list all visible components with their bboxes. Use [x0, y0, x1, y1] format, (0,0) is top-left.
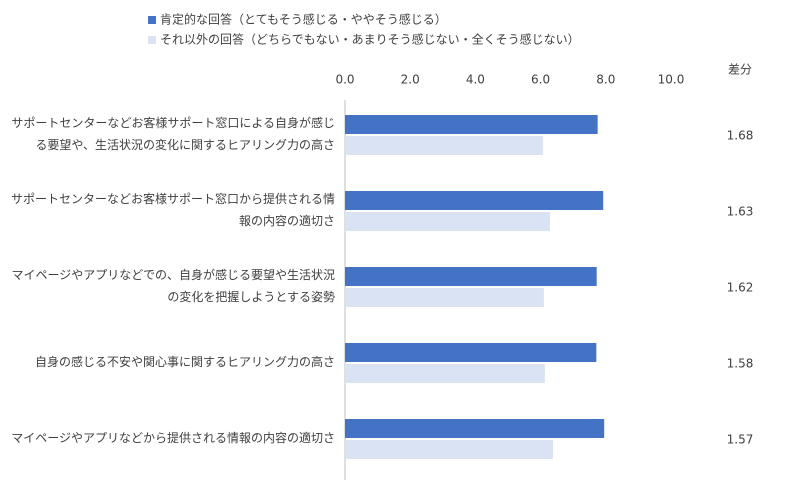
difference-label: 1.68: [727, 129, 754, 143]
x-tick-label: 10.0: [658, 73, 685, 87]
bar: [345, 267, 597, 286]
x-tick-label: 0.0: [335, 73, 354, 87]
difference-label: 1.57: [727, 433, 754, 447]
category-label: サポートセンターなどお客様サポート窓口から提供される情報の内容の適切さ: [10, 192, 335, 228]
legend-swatch: [148, 16, 156, 24]
bar: [345, 364, 545, 383]
x-tick-label: 4.0: [466, 73, 485, 87]
bar: [345, 440, 553, 459]
legend-label: それ以外の回答（どちらでもない・あまりそう感じない・全くそう感じない）: [160, 32, 580, 47]
category-label: マイページやアプリなどから提供される情報の内容の適切さ: [11, 431, 335, 445]
bar: [345, 212, 551, 231]
x-tick-label: 8.0: [596, 73, 615, 87]
bar: [345, 136, 543, 155]
legend-swatch: [148, 36, 156, 44]
bar: [345, 115, 598, 134]
bar: [345, 191, 604, 210]
difference-label: 1.58: [727, 357, 754, 371]
x-tick-label: 6.0: [531, 73, 550, 87]
x-tick-label: 2.0: [401, 73, 420, 87]
legend-label: 肯定的な回答（とてもそう感じる・ややそう感じる）: [160, 12, 447, 27]
category-label: 自身の感じる不安や関心事に関するヒアリング力の高さ: [34, 355, 335, 369]
difference-label: 1.63: [727, 205, 754, 219]
bar: [345, 419, 605, 438]
bar: [345, 288, 544, 307]
category-label: サポートセンターなどお客様サポート窓口による自身が感じる要望や、生活状況の変化に…: [11, 116, 335, 152]
bar: [345, 343, 597, 362]
difference-title: 差分: [728, 63, 752, 77]
category-label: マイページやアプリなどでの、自身が感じる要望や生活状況の変化を把握しようとする姿…: [11, 268, 335, 304]
difference-label: 1.62: [727, 281, 754, 295]
